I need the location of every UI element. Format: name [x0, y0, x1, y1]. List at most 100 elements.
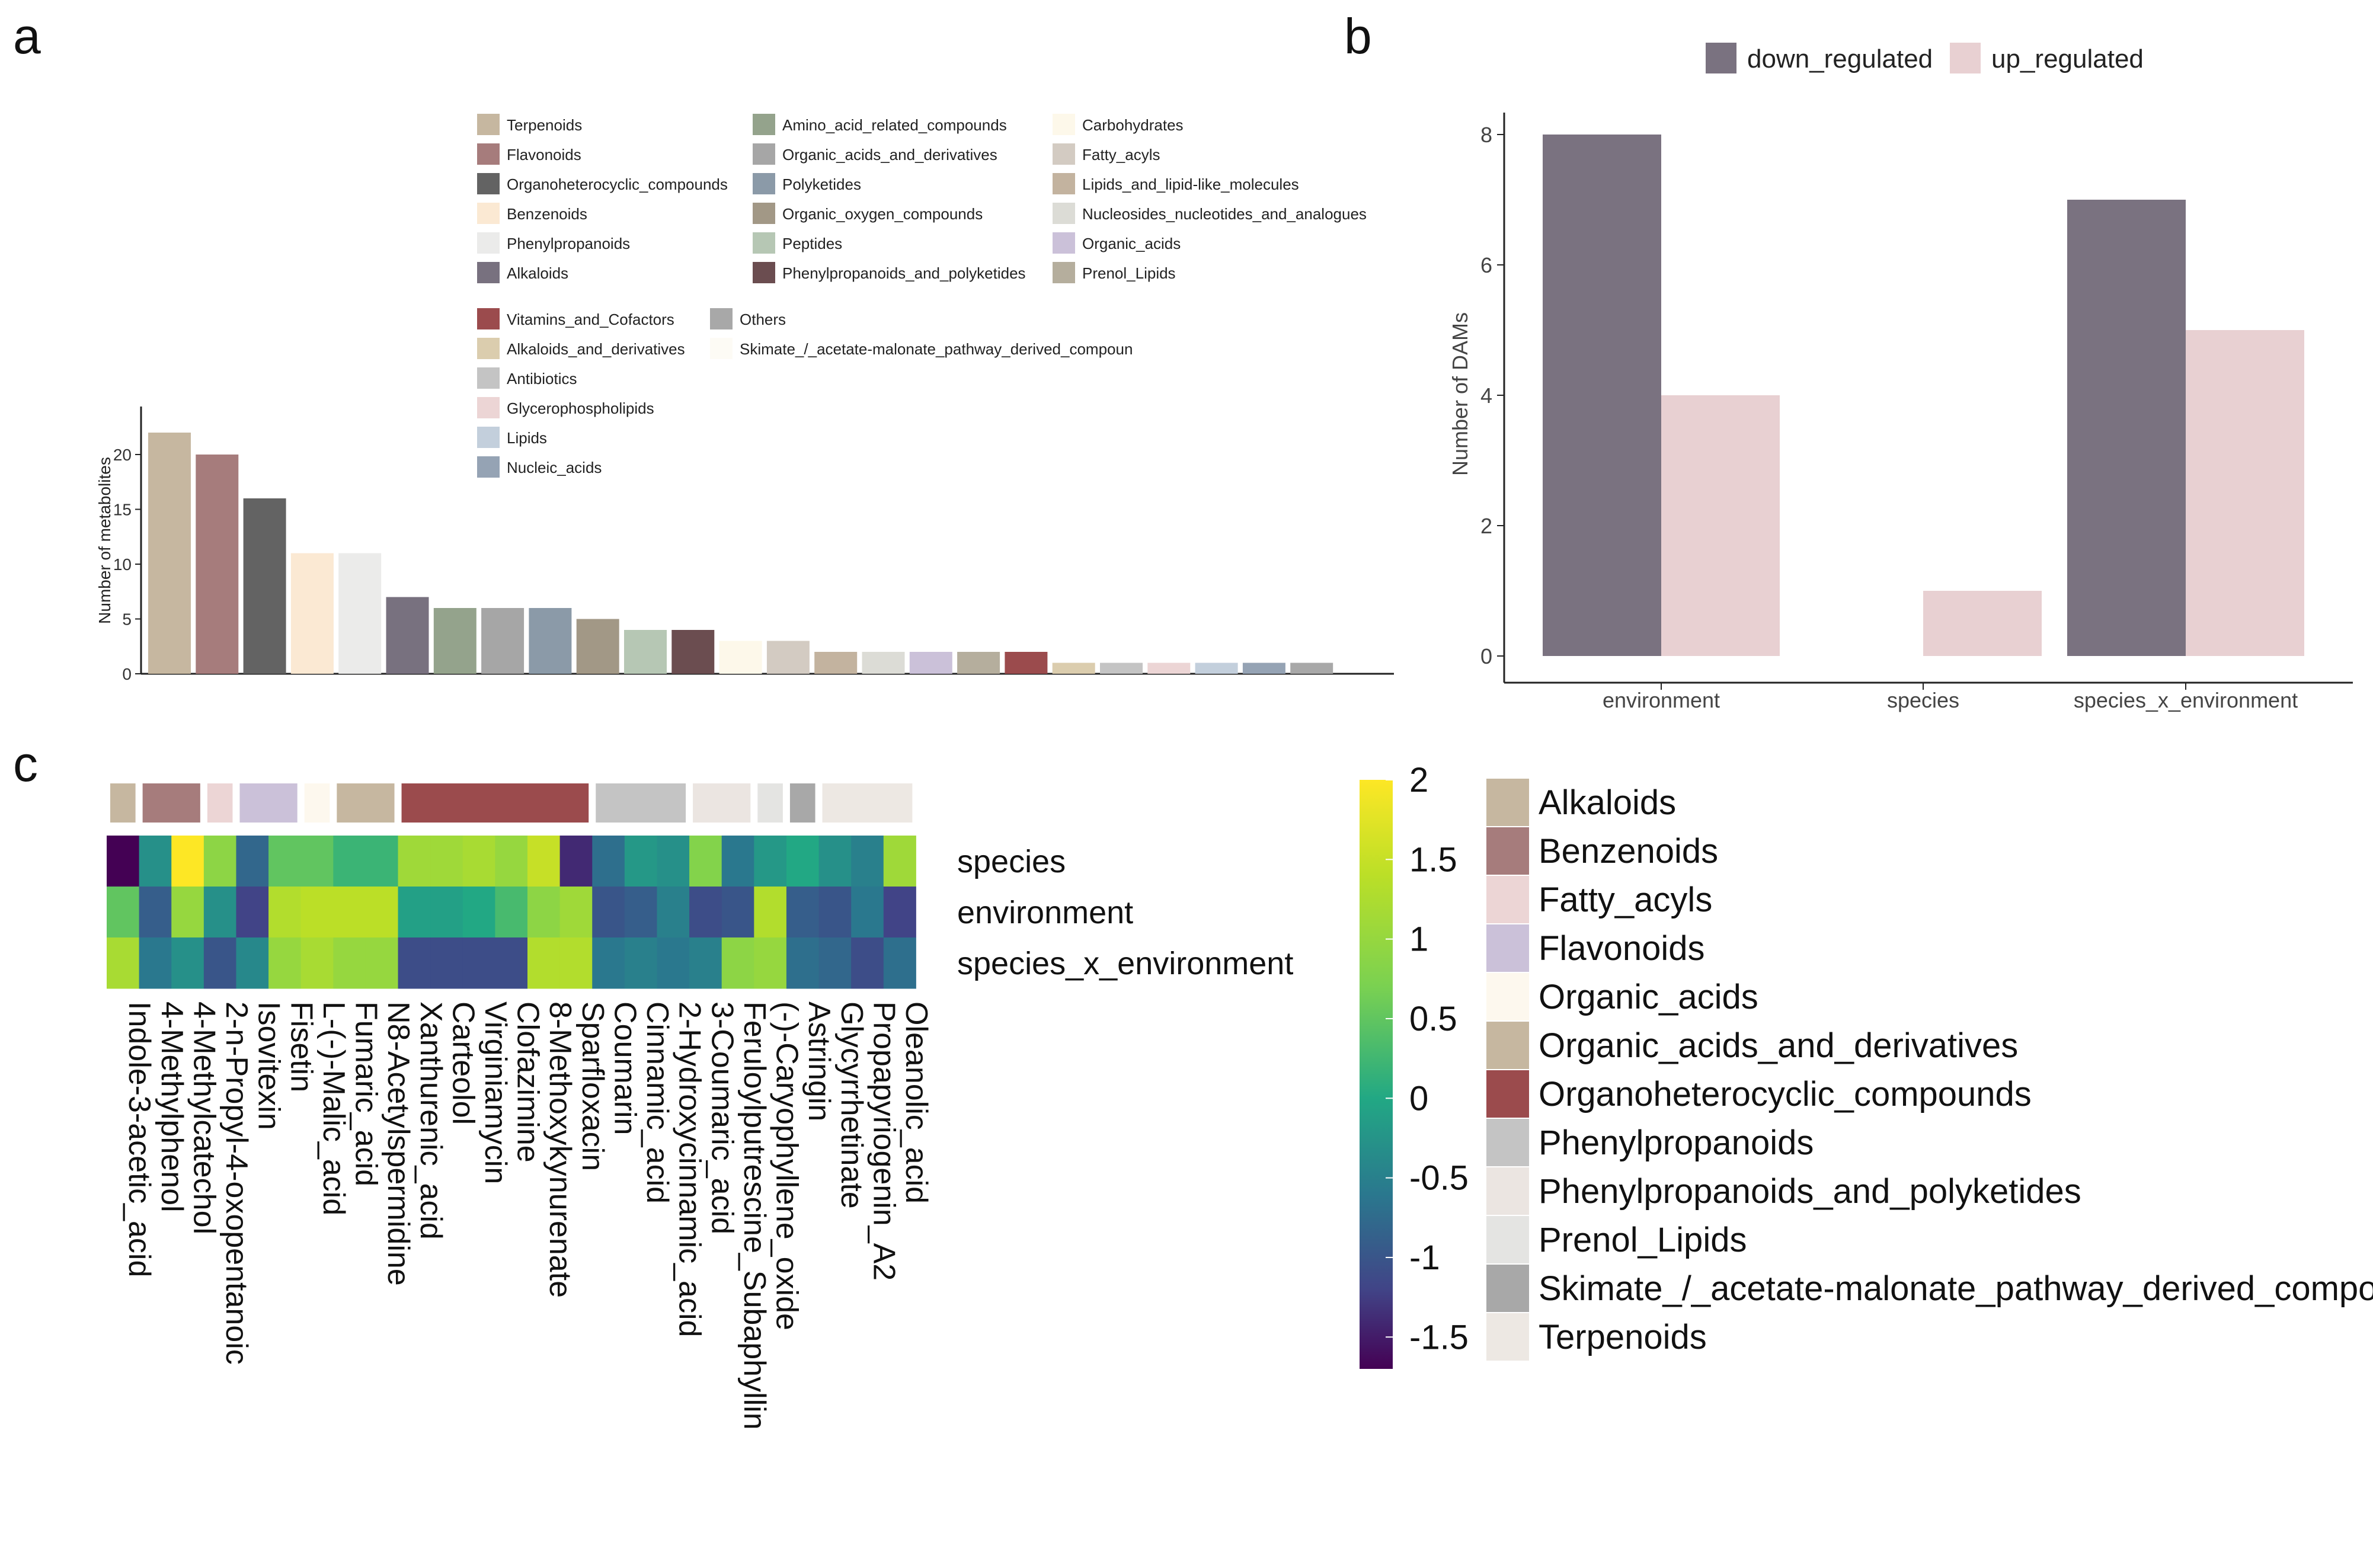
- class-legend-label: Organoheterocyclic_compounds: [1539, 1075, 2032, 1113]
- heatmap-column-label: Fumaric_acid: [349, 1001, 383, 1186]
- heatmap-cell: [851, 937, 884, 989]
- heatmap-cell: [171, 836, 204, 887]
- heatmap-cell: [592, 887, 625, 938]
- panel-a-legend-swatch: [1053, 262, 1075, 283]
- panel-a-legend-swatch: [477, 427, 500, 448]
- class-legend-label: Prenol_Lipids: [1539, 1221, 1747, 1259]
- panel-a-legend-label: Benzenoids: [507, 205, 587, 223]
- panel-a-bar-terpenoids: [148, 433, 191, 674]
- heatmap-cell: [398, 836, 431, 887]
- heatmap-cell: [689, 836, 722, 887]
- panel-a-legend-label: Organic_oxygen_compounds: [782, 205, 983, 223]
- panel-a-legend-label: Others: [740, 311, 786, 328]
- colorbar-tick-label: 1.5: [1409, 840, 1457, 879]
- panel-b-x-label: species: [1887, 688, 1959, 712]
- heatmap-cell: [495, 887, 528, 938]
- panel-b-legend-label: up_regulated: [1991, 44, 2144, 73]
- colorbar-tick-label: 1: [1409, 920, 1428, 959]
- panel-a-legend-label: Organoheterocyclic_compounds: [507, 175, 728, 193]
- heatmap-cell: [624, 887, 657, 938]
- heatmap-group-bar: [207, 783, 233, 823]
- panel-a-legend-swatch: [1053, 232, 1075, 254]
- panel-a-legend-label: Nucleic_acids: [507, 459, 602, 476]
- colorbar-gradient: [1360, 780, 1393, 1369]
- heatmap-column-label: 2-n-Propyl-4-oxopentanoic: [219, 1001, 254, 1365]
- heatmap-row-label: species_x_environment: [957, 946, 1293, 981]
- panel-b-legend-label: down_regulated: [1747, 44, 1933, 73]
- panel-a-legend-label: Phenylpropanoids_and_polyketides: [782, 264, 1026, 282]
- panel-a-legend-swatch: [1053, 114, 1075, 135]
- heatmap-cell: [818, 887, 852, 938]
- heatmap-cell: [107, 887, 140, 938]
- heatmap-cell: [398, 887, 431, 938]
- heatmap-group-bar: [789, 783, 815, 823]
- panel-a-legend-label: Alkaloids: [507, 264, 568, 282]
- panel-a-legend-label: Phenylpropanoids: [507, 235, 630, 252]
- panel-a-legend-swatch: [477, 456, 500, 478]
- heatmap-cell: [268, 887, 302, 938]
- class-legend-label: Benzenoids: [1539, 832, 1718, 871]
- heatmap-cell: [754, 836, 787, 887]
- panel-a-legend-swatch: [1053, 143, 1075, 165]
- panel-a-tick-label: 20: [113, 446, 132, 464]
- panel-b-bar-up-regulated-species: [1923, 591, 2042, 656]
- heatmap-column-label: Sparfloxacin: [575, 1001, 610, 1171]
- heatmap-cell: [333, 836, 366, 887]
- panel-a-bar-phenylpropanoids-and-polyketides: [671, 630, 715, 674]
- heatmap-cell: [171, 887, 204, 938]
- class-legend-label: Alkaloids: [1539, 783, 1676, 822]
- heatmap-cell: [689, 937, 722, 989]
- class-legend-swatch: [1486, 1313, 1529, 1361]
- panel-label-a: a: [13, 8, 41, 64]
- panel-a-bar-polyketides: [529, 608, 572, 674]
- class-legend-swatch: [1486, 924, 1529, 972]
- heatmap-cell: [203, 937, 236, 989]
- heatmap-cell: [300, 887, 334, 938]
- heatmap-column-label: Fisetin: [284, 1001, 318, 1092]
- heatmap-cell: [624, 836, 657, 887]
- heatmap-cell: [559, 836, 593, 887]
- panel-a-legend-swatch: [477, 308, 500, 329]
- heatmap-cell: [430, 937, 463, 989]
- heatmap-cell: [559, 937, 593, 989]
- panel-a-bar-chart: Number of metabolites 0 5 10 15 20 Terpenoid…: [95, 114, 1394, 683]
- class-legend-swatch: [1486, 827, 1529, 875]
- heatmap-cell: [203, 836, 236, 887]
- panel-b-bar-chart: Number of DAMs 0 2 4 6 8 environment species s…: [1448, 43, 2353, 712]
- heatmap-column-labels: Indole-3-acetic_acid4-Methylphenol4-Meth…: [122, 1001, 933, 1430]
- class-legend-swatch: [1486, 1070, 1529, 1118]
- class-legend-swatch: [1486, 1022, 1529, 1069]
- panel-a-legend-label: Antibiotics: [507, 370, 577, 388]
- panel-a-bar-carbohydrates: [719, 641, 762, 674]
- panel-a-legend: Terpenoids Flavonoids Organoheterocyclic_c…: [477, 114, 1367, 478]
- panel-a-legend-swatch: [477, 262, 500, 283]
- panel-a-y-label: Number of metabolites: [95, 457, 114, 624]
- heatmap-cell: [107, 836, 140, 887]
- heatmap-cell: [559, 887, 593, 938]
- heatmap-column-label: (-)-Caryophyllene_oxide: [770, 1001, 804, 1330]
- heatmap-cell: [203, 887, 236, 938]
- panel-a-legend-label: Organic_acids: [1082, 235, 1181, 252]
- heatmap-cell: [624, 937, 657, 989]
- panel-a-legend-label: Polyketides: [782, 175, 861, 193]
- heatmap-cell: [527, 836, 561, 887]
- heatmap-cell: [495, 937, 528, 989]
- heatmap-column-label: Isovitexin: [252, 1001, 286, 1130]
- panel-b-tick-label: 2: [1480, 514, 1492, 538]
- panel-a-bar-organic-acids-and-derivatives: [481, 608, 525, 674]
- heatmap-cell: [462, 836, 495, 887]
- heatmap-column-label: Oleanolic_acid: [899, 1001, 933, 1204]
- panel-label-b: b: [1344, 8, 1372, 64]
- panel-a-tick-label: 15: [113, 501, 132, 519]
- class-legend-label: Phenylpropanoids_and_polyketides: [1539, 1172, 2081, 1211]
- heatmap-row-labels: species environment species_x_environment: [957, 844, 1293, 981]
- heatmap-class-annotation: [110, 783, 913, 823]
- heatmap-cell: [107, 937, 140, 989]
- panel-a-bars: [148, 433, 1333, 674]
- panel-b-y-ticks: 0 2 4 6 8: [1480, 123, 1504, 668]
- class-legend-swatch: [1486, 1216, 1529, 1263]
- heatmap-column-label: Virginiamycin: [478, 1001, 513, 1184]
- panel-a-legend-swatch: [477, 114, 500, 135]
- heatmap-cell: [139, 937, 172, 989]
